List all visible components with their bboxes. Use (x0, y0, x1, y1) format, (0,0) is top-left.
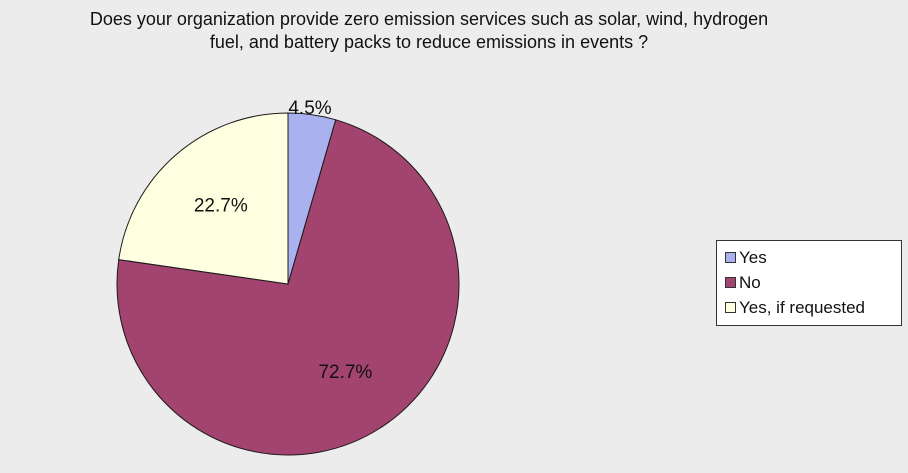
legend-swatch-no (725, 277, 736, 288)
slice-label-no: 72.7% (318, 362, 372, 383)
chart-title-line-1: Does your organization provide zero emis… (89, 9, 769, 29)
legend-item-no: No (725, 270, 901, 295)
chart-title-line-2: fuel, and battery packs to reduce emissi… (209, 32, 649, 52)
legend-swatch-yes (725, 252, 736, 263)
legend-label-yes: Yes (739, 247, 767, 267)
legend-swatch-yes-if-requested (725, 302, 736, 313)
legend-label-yes-if-requested: Yes, if requested (739, 297, 866, 317)
pie-slice-no (116, 119, 460, 456)
slice-label-yes: 4.5% (288, 98, 331, 119)
legend-label-no: No (739, 272, 761, 292)
chart-title: Does your organization provide zero emis… (0, 8, 858, 54)
legend-item-yes-if-requested: Yes, if requested (725, 295, 901, 320)
legend-item-yes: Yes (725, 245, 901, 270)
pie-slice-yes-if-requested (118, 112, 289, 285)
slice-label-yes-if-requested: 22.7% (194, 196, 248, 217)
legend: Yes No Yes, if requested (716, 240, 902, 326)
